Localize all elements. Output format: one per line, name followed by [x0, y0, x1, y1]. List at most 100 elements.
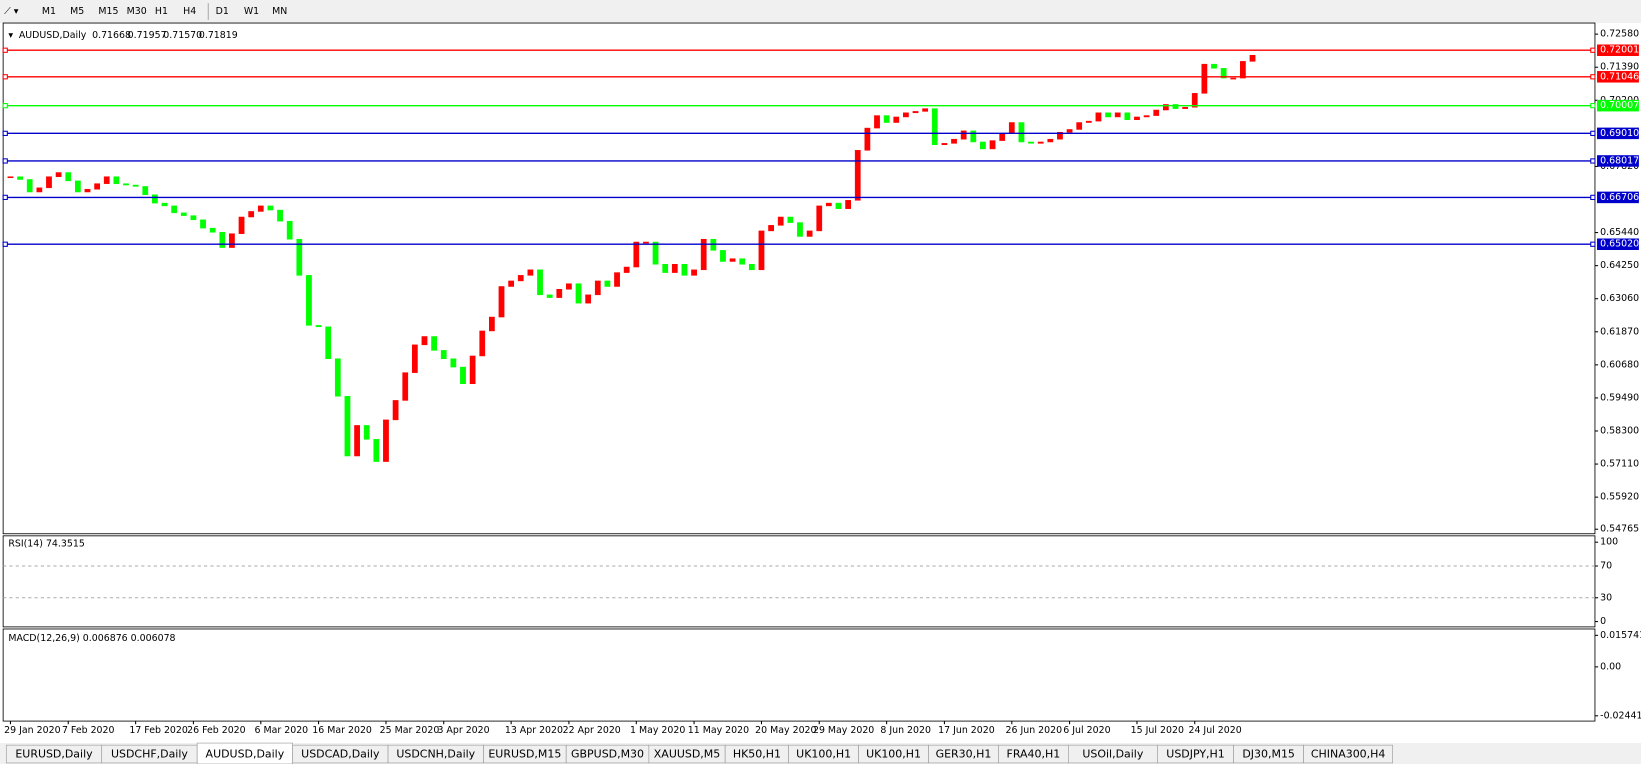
timeframe-button[interactable]: M30: [127, 6, 147, 17]
level-handle: [2, 103, 8, 109]
candle: [238, 216, 245, 234]
candle: [489, 316, 495, 332]
level-label-box: [1597, 155, 1639, 167]
timeframe-button[interactable]: D1: [216, 6, 229, 17]
candle: [941, 143, 948, 146]
candle: [883, 115, 890, 123]
candle: [1047, 138, 1054, 143]
timeframe-button[interactable]: M5: [70, 6, 84, 17]
candle: [671, 263, 678, 273]
collapse-icon: ▾: [8, 30, 13, 41]
candle: [729, 258, 736, 262]
tab-label[interactable]: XAUUSD,M5: [654, 748, 720, 761]
candle: [594, 280, 601, 296]
tab-label[interactable]: USDCAD,Daily: [301, 748, 380, 761]
candle: [1085, 120, 1092, 123]
timeframe-button[interactable]: H1: [155, 6, 168, 17]
price-label: 0.71390: [1600, 62, 1639, 73]
candle: [209, 227, 216, 233]
candle: [787, 216, 794, 223]
timeframe-button[interactable]: MN: [272, 6, 287, 17]
tab-label[interactable]: UK100,H1: [866, 748, 921, 761]
candle: [315, 325, 322, 328]
candle: [806, 230, 813, 237]
timeframe-button[interactable]: H4: [183, 6, 196, 17]
date-label: 26 Feb 2020: [187, 725, 246, 736]
tab-label[interactable]: GBPUSD,M30: [571, 748, 644, 761]
tab-label[interactable]: USDJPY,H1: [1166, 748, 1224, 761]
candle: [1240, 61, 1246, 79]
date-label: 13 Apr 2020: [505, 725, 563, 736]
ohlc-value: 0.71570: [163, 30, 202, 41]
candle: [912, 111, 919, 114]
level-label: 0.66706: [1600, 192, 1639, 203]
candle: [450, 358, 457, 368]
level-label-box: [1597, 238, 1639, 250]
price-label: 0.65440: [1600, 227, 1639, 238]
tab-label[interactable]: GER30,H1: [936, 748, 992, 761]
candle: [748, 263, 755, 271]
level-handle: [1590, 241, 1596, 247]
candle: [219, 232, 226, 248]
tab-label[interactable]: FRA40,H1: [1007, 748, 1061, 761]
level-handle: [1590, 158, 1596, 164]
tab-label[interactable]: USDCNH,Daily: [396, 748, 475, 761]
candle: [1037, 141, 1044, 144]
tab-label[interactable]: UK100,H1: [796, 748, 851, 761]
ohlc-value: 0.71668: [92, 30, 131, 41]
candle: [797, 222, 803, 237]
candle: [1134, 116, 1140, 121]
ohlc-value: 0.71819: [199, 30, 238, 41]
tab-label[interactable]: DJ30,M15: [1242, 748, 1295, 761]
tab[interactable]: [1303, 744, 1393, 764]
level-label: 0.65020: [1600, 239, 1639, 250]
rsi-tick-label: 100: [1600, 537, 1618, 548]
candle: [334, 358, 341, 397]
candle: [1028, 141, 1034, 144]
candle: [1230, 77, 1237, 80]
candle: [652, 241, 659, 265]
tab-label[interactable]: USDCHF,Daily: [111, 748, 188, 761]
tab-label[interactable]: AUDUSD,Daily: [206, 748, 285, 761]
candle: [566, 283, 572, 290]
candle: [1124, 112, 1131, 121]
tab-label[interactable]: EURUSD,M15: [488, 748, 561, 761]
timeframe-button[interactable]: M1: [42, 6, 56, 17]
tab-label[interactable]: USOil,Daily: [1082, 748, 1143, 761]
candle: [980, 141, 986, 150]
candle: [142, 186, 149, 196]
timeframe-button[interactable]: W1: [244, 6, 259, 17]
date-label: 25 Mar 2020: [380, 725, 440, 736]
candle: [171, 205, 178, 214]
level-handle: [2, 47, 8, 53]
candle: [1201, 63, 1208, 94]
price-label: 0.57110: [1600, 459, 1639, 470]
candle: [402, 372, 409, 401]
tab-label[interactable]: CHINA300,H4: [1311, 748, 1386, 761]
date-label: 7 Feb 2020: [62, 725, 115, 736]
tab-label[interactable]: HK50,H1: [733, 748, 781, 761]
candle: [277, 209, 283, 222]
level-label: 0.69010: [1600, 128, 1639, 139]
toolbar: [0, 0, 1641, 24]
level-label: 0.70007: [1600, 100, 1639, 111]
price-label: 0.64250: [1600, 260, 1639, 271]
candle: [999, 133, 1006, 141]
candle: [1066, 129, 1073, 133]
candle: [1162, 104, 1169, 111]
level-label: 0.68017: [1600, 155, 1639, 166]
candle: [989, 140, 996, 150]
tab-label[interactable]: EURUSD,Daily: [15, 748, 93, 761]
timeframe-button[interactable]: M15: [98, 6, 118, 17]
price-label: 0.59490: [1600, 392, 1639, 403]
candle: [758, 230, 765, 271]
level-label-box: [1597, 44, 1639, 56]
candle: [1143, 115, 1150, 118]
level-handle: [1590, 47, 1596, 53]
price-label: 0.72580: [1600, 29, 1639, 40]
candle: [479, 330, 486, 357]
candle: [854, 150, 861, 201]
macd-tick-label: -0.024412: [1600, 710, 1641, 721]
candle: [411, 344, 418, 373]
